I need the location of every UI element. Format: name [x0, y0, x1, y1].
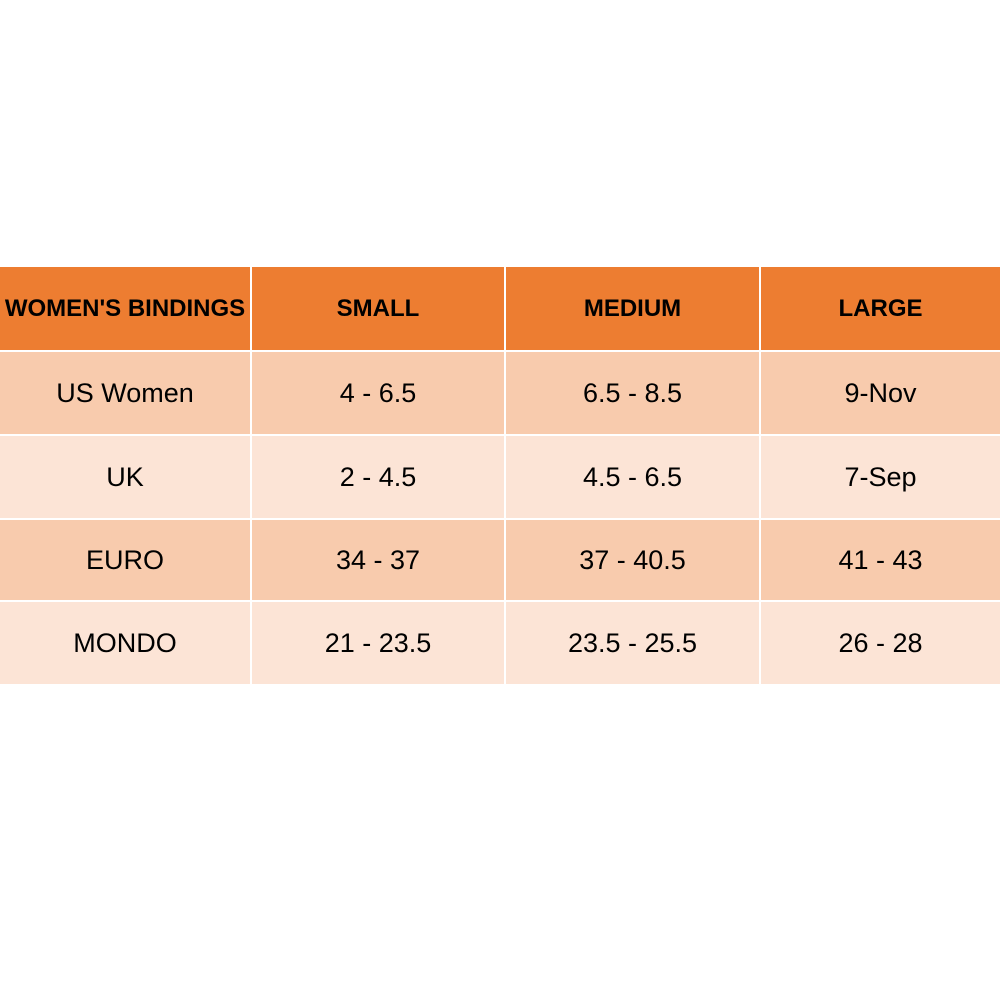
cell-us-women-small: 4 - 6.5	[252, 352, 504, 434]
cell-mondo-small: 21 - 23.5	[252, 602, 504, 684]
column-header-small: SMALL	[252, 267, 504, 350]
cell-uk-medium: 4.5 - 6.5	[506, 436, 759, 518]
cell-uk-small: 2 - 4.5	[252, 436, 504, 518]
bindings-size-table: WOMEN'S BINDINGS SMALL MEDIUM LARGE US W…	[0, 267, 1000, 684]
row-label-mondo: MONDO	[0, 602, 250, 684]
cell-euro-large: 41 - 43	[761, 520, 1000, 600]
column-header-large: LARGE	[761, 267, 1000, 350]
cell-euro-medium: 37 - 40.5	[506, 520, 759, 600]
cell-us-women-large: 9-Nov	[761, 352, 1000, 434]
cell-mondo-medium: 23.5 - 25.5	[506, 602, 759, 684]
column-header-medium: MEDIUM	[506, 267, 759, 350]
cell-mondo-large: 26 - 28	[761, 602, 1000, 684]
cell-uk-large: 7-Sep	[761, 436, 1000, 518]
row-label-uk: UK	[0, 436, 250, 518]
cell-us-women-medium: 6.5 - 8.5	[506, 352, 759, 434]
row-label-us-women: US Women	[0, 352, 250, 434]
row-label-euro: EURO	[0, 520, 250, 600]
column-header-womens-bindings: WOMEN'S BINDINGS	[0, 267, 250, 350]
cell-euro-small: 34 - 37	[252, 520, 504, 600]
